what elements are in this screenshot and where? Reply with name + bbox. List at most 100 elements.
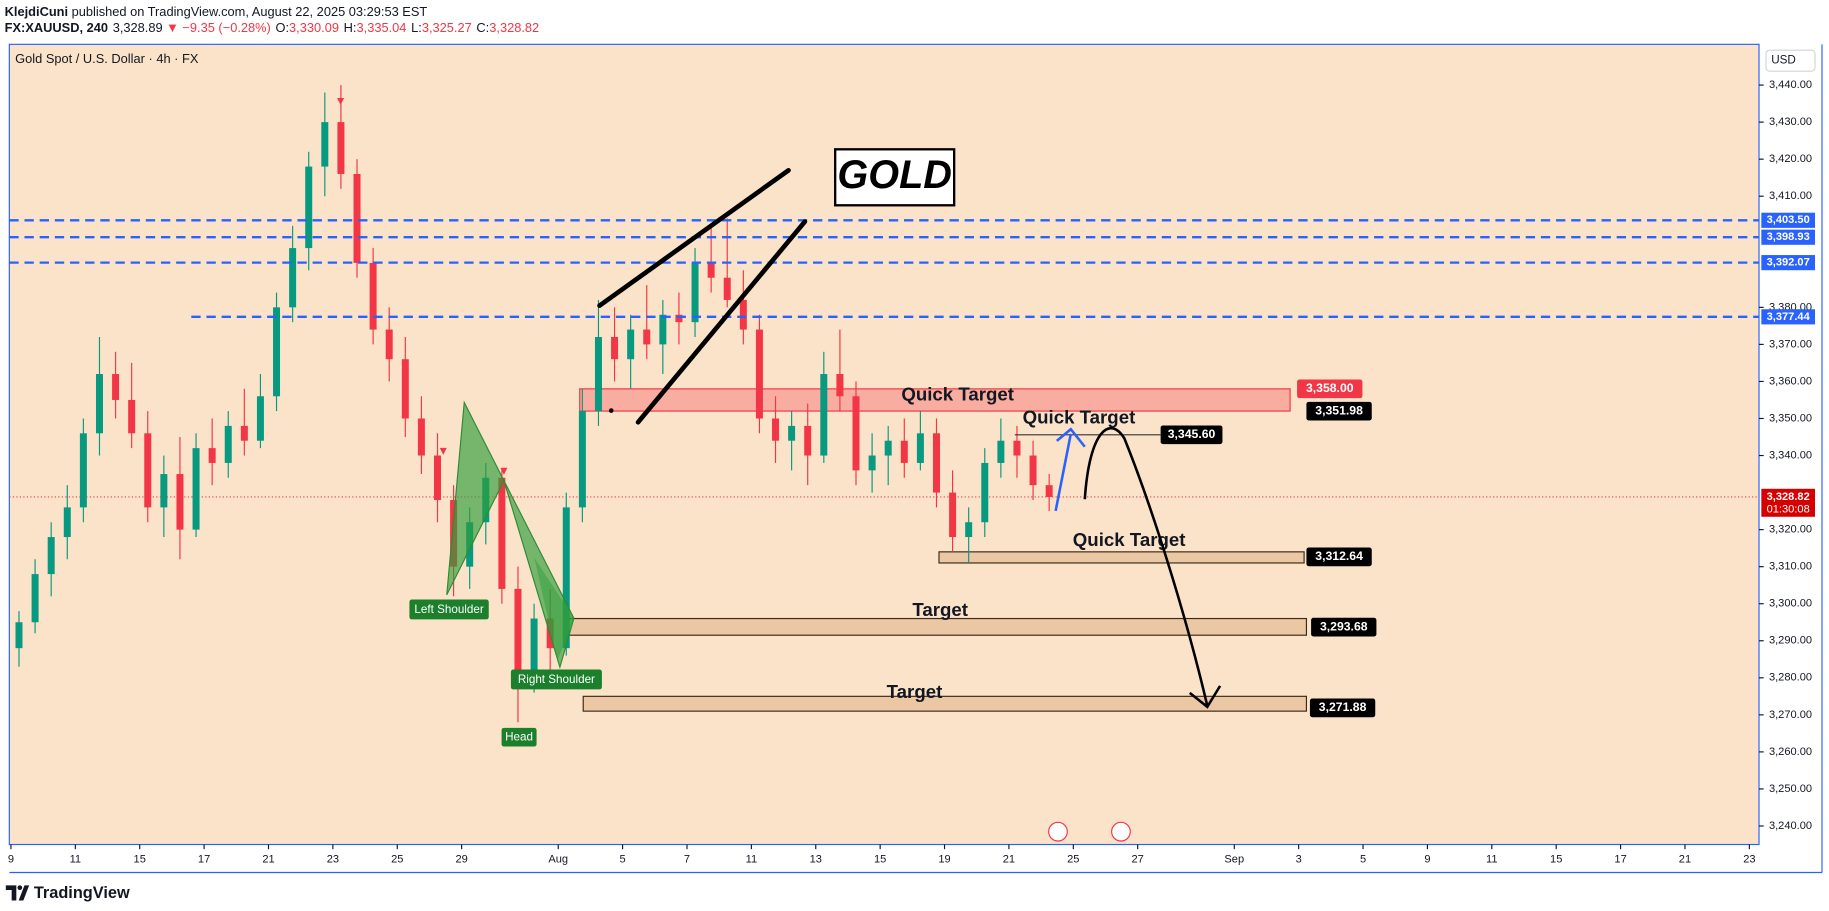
symbol: FX:XAUUSD, 240 <box>5 21 108 36</box>
last-price-label: 3,328.82 <box>1767 491 1810 503</box>
y-tick-label: 3,350.00 <box>1769 412 1812 424</box>
x-tick-label: 25 <box>391 854 403 866</box>
x-tick-label: 17 <box>198 854 210 866</box>
currency-button[interactable] <box>1765 49 1816 72</box>
drawings: GOLD Left Shoulder Right Shoulder Head <box>337 97 1222 842</box>
level-label-bg <box>1761 229 1816 245</box>
x-tick-label: 21 <box>1679 854 1691 866</box>
x-tick-label: 25 <box>1067 854 1079 866</box>
candle-body <box>578 411 586 508</box>
x-tick-label: 29 <box>455 854 467 866</box>
x-tick-label: 7 <box>684 854 690 866</box>
level-label-bg <box>1761 309 1816 325</box>
candle-body <box>63 507 71 538</box>
candle-body <box>820 374 828 456</box>
candle-body <box>900 440 908 463</box>
price-label: 3,271.88 <box>1319 700 1367 714</box>
x-tick-label: 9 <box>1424 854 1430 866</box>
y-tick-label: 3,360.00 <box>1769 375 1812 387</box>
x-tick-label: 5 <box>620 854 626 866</box>
price-label: 3,345.60 <box>1168 427 1216 441</box>
gold-box <box>834 148 956 207</box>
candle-body <box>192 448 200 530</box>
candle-body <box>321 122 329 167</box>
price-label: 3,358.00 <box>1306 381 1354 395</box>
level-label-bg <box>1761 212 1816 228</box>
x-tick-label: 9 <box>8 854 14 866</box>
arrow-head <box>1188 685 1222 709</box>
x-tick-label: 15 <box>874 854 886 866</box>
y-tick-label: 3,260.00 <box>1769 746 1812 758</box>
candle-body <box>240 425 248 441</box>
price-label-bg <box>1306 401 1372 421</box>
candle-body <box>401 359 409 419</box>
published: published on TradingView.com, August 22,… <box>72 4 428 19</box>
candle-body <box>498 477 506 589</box>
candle-body <box>884 440 892 456</box>
x-tick-label: 5 <box>1360 854 1366 866</box>
currency: USD <box>1771 54 1796 67</box>
x-tick-label: 23 <box>1743 854 1755 866</box>
axes-layer: 3,240.00 3,250.00 3,260.00 3,270.00 3,280.00… <box>8 79 1816 866</box>
y-tick-label: 3,410.00 <box>1769 190 1812 202</box>
zone-label: Target <box>887 681 943 702</box>
candle-body <box>1029 455 1037 486</box>
pattern-label: Head <box>505 730 533 743</box>
candle-body <box>305 166 313 249</box>
y-tick-label: 3,270.00 <box>1769 709 1812 721</box>
symbol-line: FX:XAUUSD, 240 3,328.89 ▼ −9.35 (−0.28%) O:… <box>5 21 540 36</box>
candle-body <box>369 262 377 330</box>
pattern-triangle <box>534 557 574 661</box>
y-tick-label: 3,320.00 <box>1769 524 1812 536</box>
candle-body <box>31 574 39 623</box>
marker <box>500 467 508 475</box>
candle-body <box>804 425 812 456</box>
y-tick-label: 3,430.00 <box>1769 116 1812 128</box>
candle-body <box>788 425 796 441</box>
candle-body <box>128 399 136 434</box>
pattern-triangle <box>446 400 505 596</box>
candle-body <box>208 448 216 463</box>
ohlc-value: 3,335.04 <box>357 21 407 36</box>
x-tick-label: 21 <box>262 854 274 866</box>
price-label-bg <box>1160 425 1223 445</box>
candle-body <box>916 433 924 463</box>
x-tick-label: 3 <box>1296 854 1302 866</box>
y-tick-label: 3,420.00 <box>1769 153 1812 165</box>
pattern-label: Right Shoulder <box>518 673 595 686</box>
target-zone <box>582 695 1308 712</box>
y-tick-label: 3,440.00 <box>1769 79 1812 91</box>
event-icon[interactable] <box>1048 821 1068 842</box>
candle-body <box>256 396 264 441</box>
wedge-line <box>597 167 791 308</box>
ohlc-key: C: <box>476 21 489 36</box>
candle-body <box>772 418 780 441</box>
candle-body <box>385 329 393 360</box>
levels-layer: Quick Target 3,358.00 3,351.98 Quick Target… <box>9 219 1760 718</box>
x-tick-label: 13 <box>810 854 822 866</box>
ohlc-value: 3,328.82 <box>489 21 539 36</box>
footer-brand: TradingView <box>34 884 130 902</box>
candle-body <box>611 336 619 360</box>
x-tick-label: 11 <box>70 854 82 866</box>
event-icon[interactable] <box>1111 821 1131 842</box>
ohlc-key: L: <box>411 21 422 36</box>
ohlc-key: H: <box>344 21 357 36</box>
logo-mark <box>5 885 17 901</box>
y-tick-label: 3,340.00 <box>1769 449 1812 461</box>
arrow-head <box>1055 427 1086 448</box>
level-label-bg <box>1761 255 1816 271</box>
candle-body <box>15 622 23 649</box>
x-tick-label: 21 <box>1003 854 1015 866</box>
arrow <box>1054 433 1073 512</box>
y-tick-label: 3,240.00 <box>1769 820 1812 832</box>
candle-body <box>289 248 297 308</box>
candle-body <box>643 329 651 345</box>
candle-body <box>723 277 731 300</box>
price-label: 3,351.98 <box>1315 403 1363 417</box>
candle-body <box>594 336 602 412</box>
level-label: 3,403.50 <box>1767 214 1810 226</box>
zone-label: Quick Target <box>901 383 1014 404</box>
level-label: 3,392.07 <box>1767 257 1810 269</box>
